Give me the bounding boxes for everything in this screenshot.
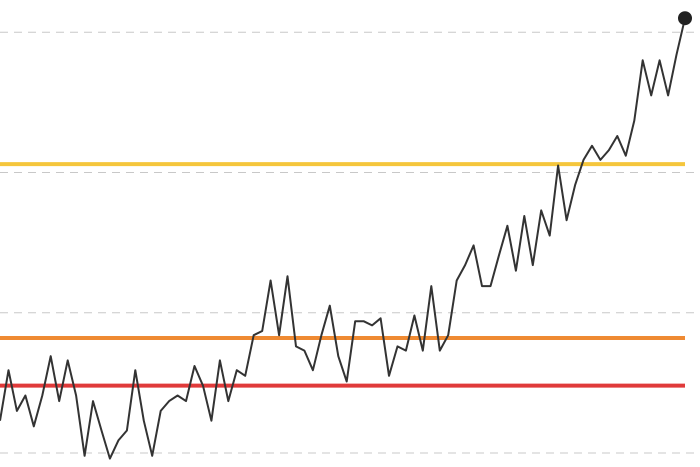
data-line [0,17,686,460]
end-point [678,11,692,26]
